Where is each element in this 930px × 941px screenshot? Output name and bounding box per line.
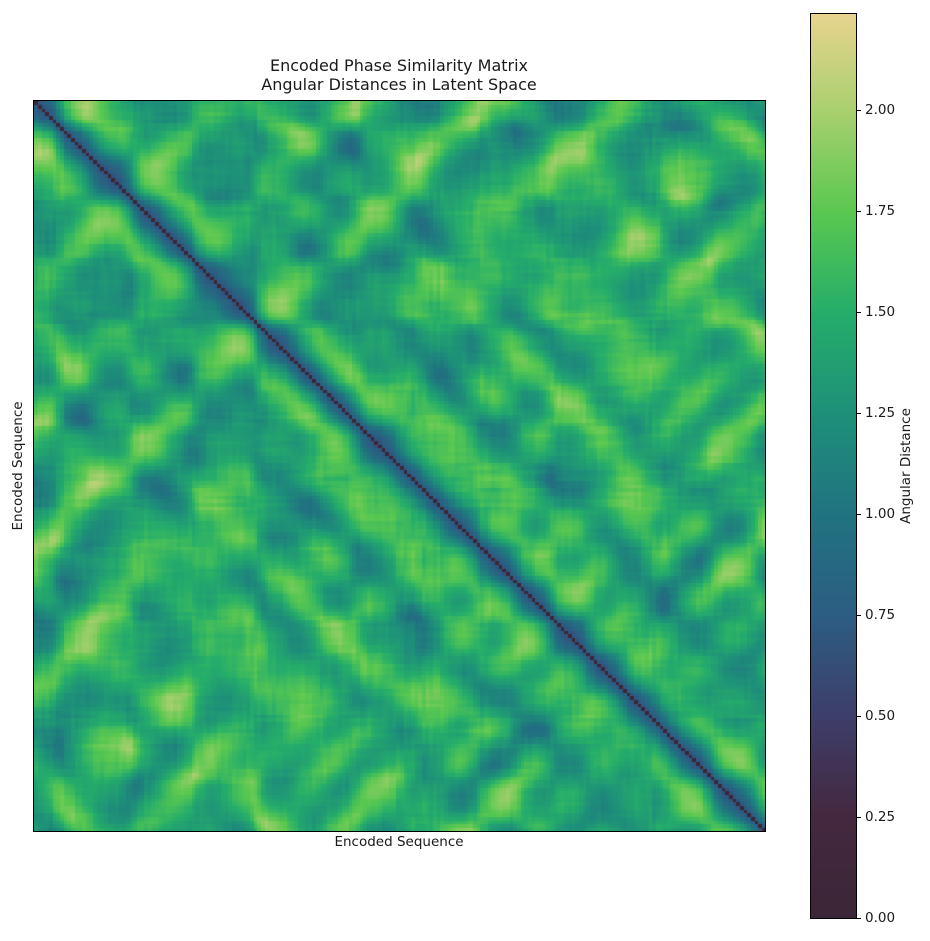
colorbar-tick-label: 0.50 [865,707,896,724]
heatmap-plot-area [33,100,766,832]
chart-subtitle: Angular Distances in Latent Space [261,75,537,94]
colorbar-tick-label: 0.25 [865,808,896,825]
x-axis-label: Encoded Sequence [334,834,464,850]
colorbar [810,13,857,919]
colorbar-tick-label: 0.00 [865,910,896,926]
colorbar-tick [856,614,861,616]
colorbar-tick [856,816,861,818]
colorbar-label: Angular Distance [898,408,914,524]
chart-title: Encoded Phase Similarity Matrix [269,56,529,75]
colorbar-tick [856,109,861,111]
y-axis-label: Encoded Sequence [10,401,26,531]
colorbar-tick-label: 1.25 [865,404,896,421]
colorbar-tick-label: 1.75 [865,202,896,219]
colorbar-tick-label: 0.75 [865,606,896,623]
colorbar-tick [856,412,861,414]
colorbar-tick [856,210,861,212]
colorbar-tick-label: 1.00 [865,505,896,522]
heatmap-image [34,101,765,831]
colorbar-tick [856,513,861,515]
colorbar-tick-label: 2.00 [865,101,896,118]
colorbar-tick [856,311,861,313]
colorbar-tick-label: 1.50 [865,303,896,320]
colorbar-tick [856,918,861,919]
colorbar-tick [856,715,861,717]
